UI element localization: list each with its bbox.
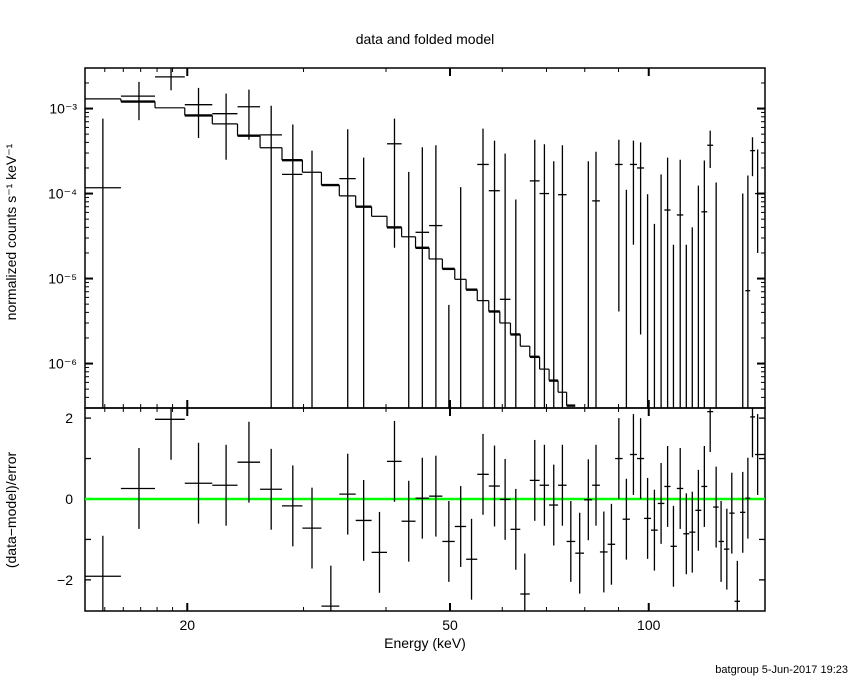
x-tick-label: 100 (637, 617, 661, 633)
footer-timestamp: batgroup 5-Jun-2017 19:23 (715, 664, 848, 676)
y-axis-label-bottom: (data−model)/error (3, 451, 19, 568)
spectrum-panel: 10⁻³ 10⁻⁴ 10⁻⁵ 10⁻⁶ (48, 67, 766, 409)
x-tick-label: 50 (442, 617, 458, 633)
y-tick-label: 10⁻⁴ (48, 186, 77, 202)
x-tick-label: 20 (179, 617, 195, 633)
chart-title: data and folded model (356, 31, 495, 47)
x-axis-label: Energy (keV) (384, 635, 466, 651)
y-tick-label: 2 (65, 410, 73, 426)
y-tick-label: 0 (65, 491, 73, 507)
y-axis-label-top: normalized counts s⁻¹ keV⁻¹ (3, 143, 19, 320)
y-tick-label: 10⁻⁶ (48, 356, 77, 372)
y-tick-label: −2 (57, 572, 73, 588)
bottom-panel-frame (84, 407, 766, 612)
y-tick-label: 10⁻⁵ (48, 271, 77, 287)
top-panel-frame (84, 67, 766, 409)
y-tick-label: 10⁻³ (49, 101, 77, 117)
